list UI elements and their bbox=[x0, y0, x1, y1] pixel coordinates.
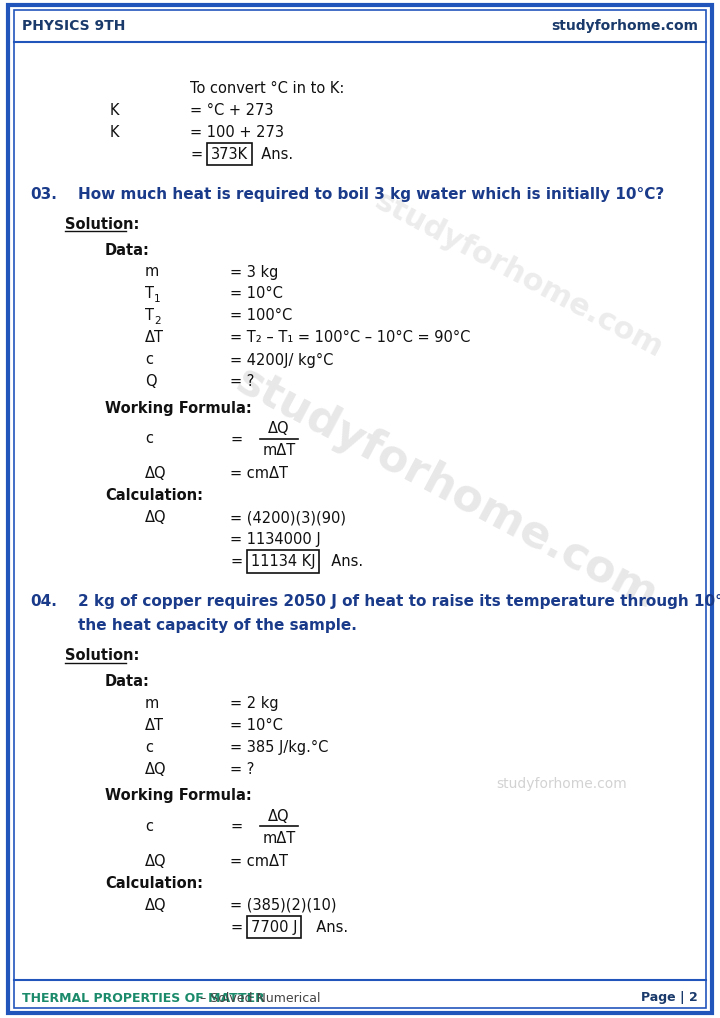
Text: ΔQ: ΔQ bbox=[145, 854, 166, 868]
Text: mΔT: mΔT bbox=[262, 831, 296, 846]
Text: =: = bbox=[230, 554, 242, 569]
Text: = 100 + 273: = 100 + 273 bbox=[190, 124, 284, 139]
Text: – Solved Numerical: – Solved Numerical bbox=[196, 992, 320, 1005]
Text: c: c bbox=[145, 740, 153, 755]
Text: Calculation:: Calculation: bbox=[105, 488, 203, 503]
Text: K: K bbox=[110, 124, 120, 139]
Text: = 4200J/ kg°C: = 4200J/ kg°C bbox=[230, 352, 333, 367]
Text: K: K bbox=[110, 103, 120, 117]
Text: Working Formula:: Working Formula: bbox=[105, 788, 252, 803]
Text: = (385)(2)(10): = (385)(2)(10) bbox=[230, 898, 336, 913]
Text: ΔQ: ΔQ bbox=[268, 421, 290, 437]
Text: 2: 2 bbox=[154, 316, 161, 326]
Text: = 1134000 J: = 1134000 J bbox=[230, 532, 320, 547]
Text: =: = bbox=[230, 432, 242, 446]
Text: studyforhome.com: studyforhome.com bbox=[496, 777, 627, 791]
Text: 03.: 03. bbox=[30, 186, 57, 202]
Text: =: = bbox=[230, 919, 242, 935]
Text: mΔT: mΔT bbox=[262, 443, 296, 458]
Text: ΔT: ΔT bbox=[145, 718, 164, 733]
Text: = (4200)(3)(90): = (4200)(3)(90) bbox=[230, 510, 346, 525]
Text: Q: Q bbox=[145, 375, 157, 390]
Text: the heat capacity of the sample.: the heat capacity of the sample. bbox=[78, 618, 357, 633]
Text: ΔQ: ΔQ bbox=[145, 510, 166, 525]
Text: c: c bbox=[145, 352, 153, 367]
Text: = 100°C: = 100°C bbox=[230, 308, 292, 324]
Text: Data:: Data: bbox=[105, 242, 150, 258]
Text: 1: 1 bbox=[154, 294, 161, 304]
Text: 2 kg of copper requires 2050 J of heat to raise its temperature through 10°C. Ca: 2 kg of copper requires 2050 J of heat t… bbox=[78, 595, 720, 609]
Text: Ans.: Ans. bbox=[322, 554, 363, 569]
Text: T: T bbox=[145, 286, 154, 301]
Text: =: = bbox=[230, 818, 242, 834]
Text: THERMAL PROPERTIES OF MATTER: THERMAL PROPERTIES OF MATTER bbox=[22, 992, 265, 1005]
Text: 373K: 373K bbox=[211, 147, 248, 162]
Text: = 10°C: = 10°C bbox=[230, 718, 283, 733]
Text: T: T bbox=[145, 308, 154, 324]
Text: m: m bbox=[145, 265, 159, 280]
Text: ΔQ: ΔQ bbox=[145, 466, 166, 482]
Text: = ?: = ? bbox=[230, 375, 254, 390]
Text: = T₂ – T₁ = 100°C – 10°C = 90°C: = T₂ – T₁ = 100°C – 10°C = 90°C bbox=[230, 331, 470, 345]
Text: = cmΔT: = cmΔT bbox=[230, 466, 288, 482]
Text: c: c bbox=[145, 432, 153, 446]
Text: Working Formula:: Working Formula: bbox=[105, 400, 252, 415]
Text: =: = bbox=[190, 147, 202, 162]
Text: ΔQ: ΔQ bbox=[268, 809, 290, 824]
Text: = ?: = ? bbox=[230, 762, 254, 777]
Text: = 2 kg: = 2 kg bbox=[230, 696, 279, 712]
Text: = 3 kg: = 3 kg bbox=[230, 265, 279, 280]
Text: Page | 2: Page | 2 bbox=[642, 992, 698, 1005]
Text: 04.: 04. bbox=[30, 595, 57, 609]
Text: c: c bbox=[145, 818, 153, 834]
Text: studyforhome.com: studyforhome.com bbox=[369, 186, 667, 363]
Text: PHYSICS 9TH: PHYSICS 9TH bbox=[22, 19, 125, 33]
Text: Solution:: Solution: bbox=[65, 217, 140, 231]
Text: Solution:: Solution: bbox=[65, 648, 140, 663]
Text: ΔT: ΔT bbox=[145, 331, 164, 345]
Text: ΔQ: ΔQ bbox=[145, 898, 166, 913]
Text: m: m bbox=[145, 696, 159, 712]
Text: Data:: Data: bbox=[105, 674, 150, 689]
Text: = 10°C: = 10°C bbox=[230, 286, 283, 301]
Text: = cmΔT: = cmΔT bbox=[230, 854, 288, 868]
Text: ΔQ: ΔQ bbox=[145, 762, 166, 777]
Text: How much heat is required to boil 3 kg water which is initially 10°C?: How much heat is required to boil 3 kg w… bbox=[78, 186, 665, 202]
Text: = °C + 273: = °C + 273 bbox=[190, 103, 274, 117]
Text: Calculation:: Calculation: bbox=[105, 875, 203, 891]
Text: studyforhome.com: studyforhome.com bbox=[551, 19, 698, 33]
Text: 7700 J: 7700 J bbox=[251, 919, 297, 935]
Text: 11134 KJ: 11134 KJ bbox=[251, 554, 315, 569]
Text: To convert °C in to K:: To convert °C in to K: bbox=[190, 80, 344, 96]
Text: Ans.: Ans. bbox=[307, 919, 348, 935]
Text: Ans.: Ans. bbox=[252, 147, 293, 162]
Text: studyforhome.com: studyforhome.com bbox=[228, 359, 665, 618]
Text: = 385 J/kg.°C: = 385 J/kg.°C bbox=[230, 740, 328, 755]
